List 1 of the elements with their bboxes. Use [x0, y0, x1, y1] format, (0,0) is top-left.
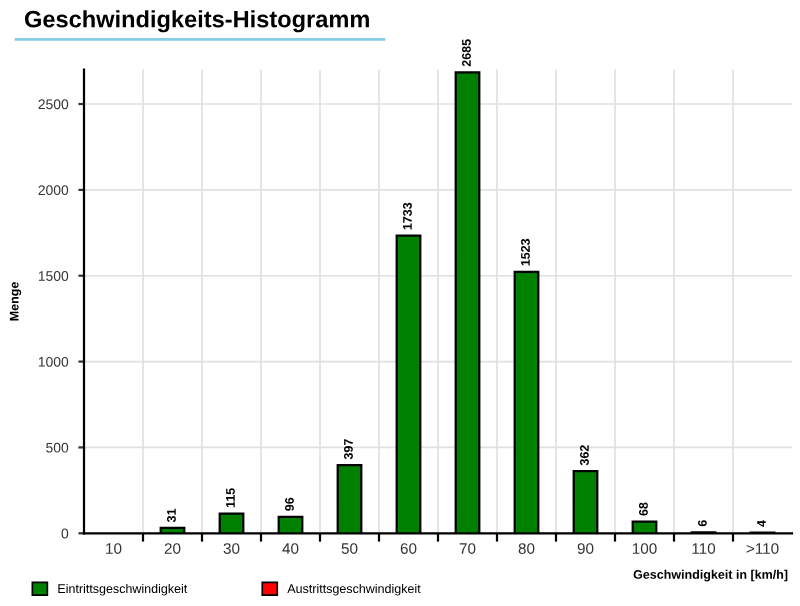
chart-title: Geschwindigkeits-Histogramm — [24, 10, 369, 33]
